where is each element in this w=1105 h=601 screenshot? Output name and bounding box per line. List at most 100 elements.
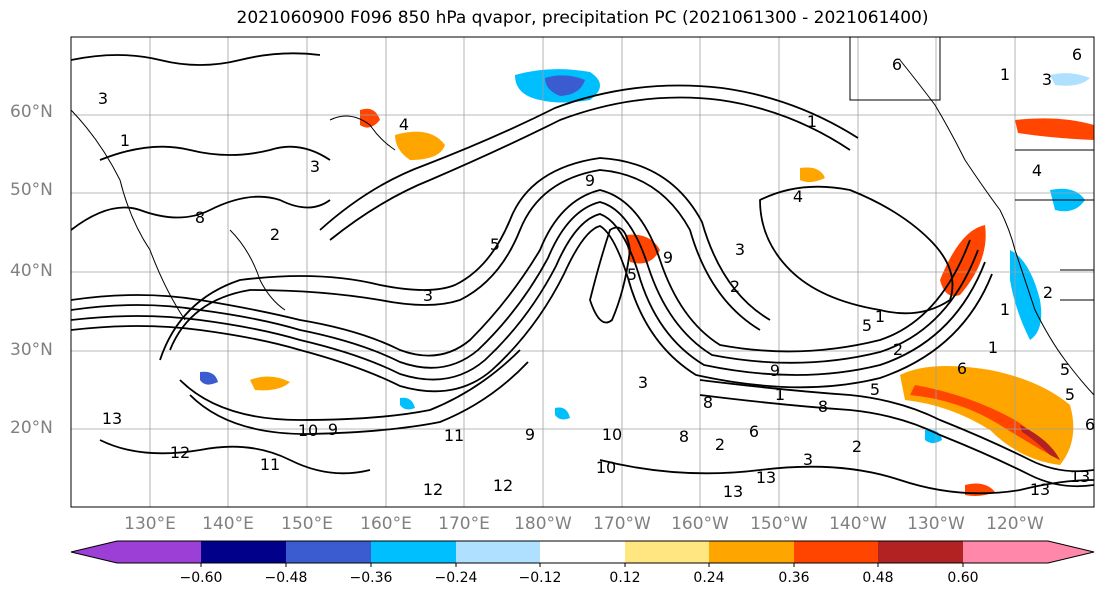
contour-line <box>189 361 529 435</box>
contour-label: 9 <box>663 248 673 267</box>
contour-label: 13 <box>102 409 122 428</box>
contour-line <box>179 349 521 421</box>
colorbar <box>70 540 1095 567</box>
colorbar-segment <box>878 541 963 563</box>
contour-label: 1 <box>775 385 785 404</box>
contour-line <box>71 213 986 381</box>
contour-label: 13 <box>723 482 743 501</box>
colorbar-tick-label: −0.12 <box>518 570 562 586</box>
contour-label: 6 <box>749 422 759 441</box>
colorbar-outline <box>70 540 1095 564</box>
contour-label: 1 <box>120 131 130 150</box>
contour-label: 1 <box>1000 300 1010 319</box>
contour-line <box>71 52 321 66</box>
colorbar-tick-label: 0.36 <box>778 570 810 586</box>
contour-label: 6 <box>1085 415 1095 434</box>
contour-label: 2 <box>852 437 862 456</box>
contour-line <box>319 84 859 231</box>
contour-label: 3 <box>735 240 745 259</box>
lat-label-50n: 50°N <box>10 180 53 200</box>
lon-label: 180°W <box>514 514 572 534</box>
contour-line <box>169 169 761 351</box>
precip-negative-patch <box>1010 250 1042 340</box>
contour-label: 2 <box>1043 283 1053 302</box>
colorbar-tick-label: −0.48 <box>264 570 308 586</box>
contour-label: 1 <box>875 307 885 326</box>
contour-label: 1 <box>807 112 817 131</box>
contour-label: 9 <box>585 171 595 190</box>
colorbar-segment <box>963 541 1048 563</box>
precip-positive-patch <box>395 131 445 160</box>
contour-line <box>589 226 631 324</box>
contour-line <box>99 439 371 475</box>
contour-line <box>599 459 1094 495</box>
contour-line <box>71 201 979 369</box>
contour-line <box>699 394 1094 488</box>
contour-line <box>71 225 993 393</box>
contour-label: 11 <box>260 455 280 474</box>
contour-label: 6 <box>1072 45 1082 64</box>
lon-label: 160°W <box>671 514 729 534</box>
contour-line <box>159 157 771 361</box>
lon-label: 150°W <box>750 514 808 534</box>
colorbar-tick-label: −0.24 <box>434 570 478 586</box>
lon-label: 130°W <box>907 514 965 534</box>
precip-positive-patch <box>910 385 1060 460</box>
colorbar-segment <box>117 541 201 563</box>
contour-label: 12 <box>493 476 513 495</box>
colorbar-segment <box>794 541 878 563</box>
contour-label: 3 <box>98 89 108 108</box>
contour-label: 6 <box>892 55 902 74</box>
contour-label: 10 <box>602 425 622 444</box>
precip-negative-patch <box>400 397 415 410</box>
lon-label: 130°E <box>124 514 176 534</box>
lat-label-30n: 30°N <box>10 340 53 360</box>
contour-label: 2 <box>893 340 903 359</box>
contour-label: 9 <box>770 361 780 380</box>
contour-label: 6 <box>957 359 967 378</box>
contour-label: 8 <box>703 393 713 412</box>
precip-positive-patch <box>250 376 290 391</box>
colorbar-tick-label: 0.48 <box>862 570 894 586</box>
contour-line <box>329 96 851 241</box>
contour-label: 1 <box>1000 65 1010 84</box>
precip-positive-patch <box>360 108 380 128</box>
colorbar-segment <box>540 541 625 563</box>
graticule-lines <box>71 37 1094 507</box>
contour-label: 8 <box>679 427 689 446</box>
contour-label: 2 <box>715 435 725 454</box>
colorbar-segment <box>201 541 286 563</box>
contour-line <box>71 195 331 231</box>
contour-label: 12 <box>423 480 443 499</box>
contour-label: 13 <box>756 468 776 487</box>
lon-label: 120°W <box>986 514 1044 534</box>
map-frame <box>70 36 1095 508</box>
coastlines <box>71 37 1094 396</box>
precip-negative-patch <box>1050 73 1090 86</box>
qvapor-contours <box>71 52 1094 495</box>
contour-line <box>759 185 954 315</box>
lon-label: 140°W <box>829 514 887 534</box>
contour-label: 5 <box>627 265 637 284</box>
contour-label: 3 <box>803 450 813 469</box>
lon-label: 140°E <box>202 514 254 534</box>
contour-label: 9 <box>328 420 338 439</box>
contour-label: 9 <box>525 425 535 444</box>
contour-label: 5 <box>862 316 872 335</box>
contour-line <box>71 189 971 357</box>
colorbar-segment <box>456 541 540 563</box>
colorbar-segment <box>286 541 371 563</box>
colorbar-tick-label: 0.24 <box>693 570 725 586</box>
contour-label: 12 <box>170 443 190 462</box>
contour-label: 10 <box>298 421 318 440</box>
precip-negative-patch <box>555 407 570 420</box>
lat-label-20n: 20°N <box>10 418 53 438</box>
contour-label: 2 <box>730 277 740 296</box>
contour-label: 10 <box>596 458 616 477</box>
contour-label: 3 <box>1042 70 1052 89</box>
colorbar-segment <box>371 541 456 563</box>
lon-label: 160°E <box>360 514 412 534</box>
contour-label: 5 <box>490 235 500 254</box>
